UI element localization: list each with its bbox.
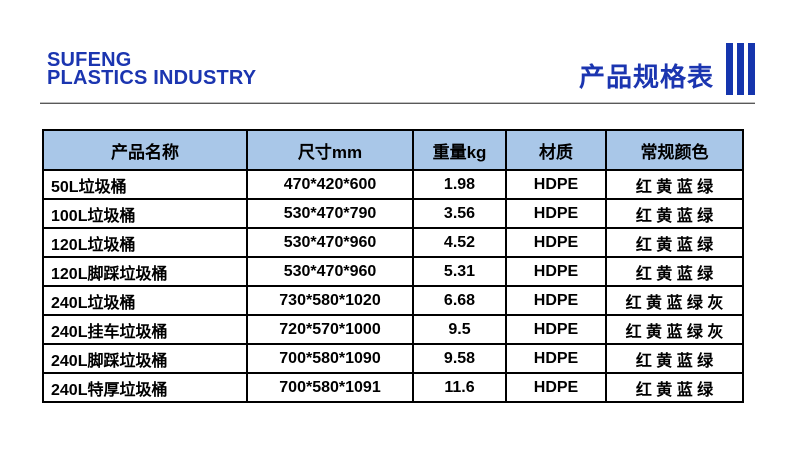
- spec-table: 产品名称 尺寸mm 重量kg 材质 常规颜色 50L垃圾桶 470*420*600 1.98…: [42, 129, 744, 403]
- table-row: 120L脚踩垃圾桶 530*470*960 5.31 HDPE 红 黄 蓝 绿: [42, 256, 744, 287]
- table-row: 240L垃圾桶 730*580*1020 6.68 HDPE 红 黄 蓝 绿 灰: [42, 285, 744, 316]
- cell-size-mm: 700*580*1091: [246, 372, 414, 403]
- cell-material: HDPE: [505, 198, 607, 229]
- cell-weight-kg: 6.68: [412, 285, 507, 316]
- cell-material: HDPE: [505, 256, 607, 287]
- cell-colors: 红 黄 蓝 绿: [605, 256, 744, 287]
- cell-size-mm: 720*570*1000: [246, 314, 414, 345]
- cell-colors: 红 黄 蓝 绿: [605, 198, 744, 229]
- cell-weight-kg: 5.31: [412, 256, 507, 287]
- table-row: 50L垃圾桶 470*420*600 1.98 HDPE 红 黄 蓝 绿: [42, 169, 744, 200]
- title-area: 产品规格表: [579, 43, 755, 95]
- spec-table-body: 50L垃圾桶 470*420*600 1.98 HDPE 红 黄 蓝 绿 100L垃圾桶 5…: [42, 169, 744, 403]
- cell-material: HDPE: [505, 227, 607, 258]
- header-cell-product-name: 产品名称: [42, 129, 248, 171]
- header-cell-size-mm: 尺寸mm: [246, 129, 414, 171]
- cell-product-name: 120L脚踩垃圾桶: [42, 256, 248, 287]
- brand-line2: PLASTICS INDUSTRY: [47, 67, 257, 89]
- cell-colors: 红 黄 蓝 绿: [605, 227, 744, 258]
- cell-size-mm: 530*470*960: [246, 256, 414, 287]
- cell-size-mm: 700*580*1090: [246, 343, 414, 374]
- cell-size-mm: 470*420*600: [246, 169, 414, 200]
- cell-weight-kg: 11.6: [412, 372, 507, 403]
- cell-colors: 红 黄 蓝 绿 灰: [605, 314, 744, 345]
- cell-product-name: 240L垃圾桶: [42, 285, 248, 316]
- brand-logo: SUFENG PLASTICS INDUSTRY: [47, 49, 257, 89]
- cell-product-name: 100L垃圾桶: [42, 198, 248, 229]
- table-row: 240L挂车垃圾桶 720*570*1000 9.5 HDPE 红 黄 蓝 绿 灰: [42, 314, 744, 345]
- page-title: 产品规格表: [578, 61, 714, 92]
- cell-weight-kg: 9.5: [412, 314, 507, 345]
- cell-weight-kg: 4.52: [412, 227, 507, 258]
- cell-colors: 红 黄 蓝 绿: [605, 169, 744, 200]
- cell-product-name: 240L脚踩垃圾桶: [42, 343, 248, 374]
- table-row: 120L垃圾桶 530*470*960 4.52 HDPE 红 黄 蓝 绿: [42, 227, 744, 258]
- table-row: 240L脚踩垃圾桶 700*580*1090 9.58 HDPE 红 黄 蓝 绿: [42, 343, 744, 374]
- cell-product-name: 120L垃圾桶: [42, 227, 248, 258]
- header-cell-weight-kg: 重量kg: [412, 129, 507, 171]
- triple-bars-icon: [722, 43, 755, 95]
- table-row: 100L垃圾桶 530*470*790 3.56 HDPE 红 黄 蓝 绿: [42, 198, 744, 229]
- cell-weight-kg: 3.56: [412, 198, 507, 229]
- header-cell-colors: 常规颜色: [605, 129, 744, 171]
- cell-product-name: 240L特厚垃圾桶: [42, 372, 248, 403]
- cell-material: HDPE: [505, 285, 607, 316]
- cell-material: HDPE: [505, 169, 607, 200]
- header-divider: [40, 102, 755, 104]
- cell-material: HDPE: [505, 314, 607, 345]
- cell-product-name: 240L挂车垃圾桶: [42, 314, 248, 345]
- table-row: 240L特厚垃圾桶 700*580*1091 11.6 HDPE 红 黄 蓝 绿: [42, 372, 744, 403]
- cell-size-mm: 730*580*1020: [246, 285, 414, 316]
- cell-weight-kg: 1.98: [412, 169, 507, 200]
- cell-material: HDPE: [505, 343, 607, 374]
- table-header-row: 产品名称 尺寸mm 重量kg 材质 常规颜色: [42, 129, 744, 171]
- header-cell-material: 材质: [505, 129, 607, 171]
- cell-weight-kg: 9.58: [412, 343, 507, 374]
- cell-material: HDPE: [505, 372, 607, 403]
- cell-colors: 红 黄 蓝 绿: [605, 372, 744, 403]
- cell-size-mm: 530*470*790: [246, 198, 414, 229]
- cell-colors: 红 黄 蓝 绿 灰: [605, 285, 744, 316]
- cell-colors: 红 黄 蓝 绿: [605, 343, 744, 374]
- cell-product-name: 50L垃圾桶: [42, 169, 248, 200]
- brand-line1: SUFENG: [47, 49, 132, 71]
- cell-size-mm: 530*470*960: [246, 227, 414, 258]
